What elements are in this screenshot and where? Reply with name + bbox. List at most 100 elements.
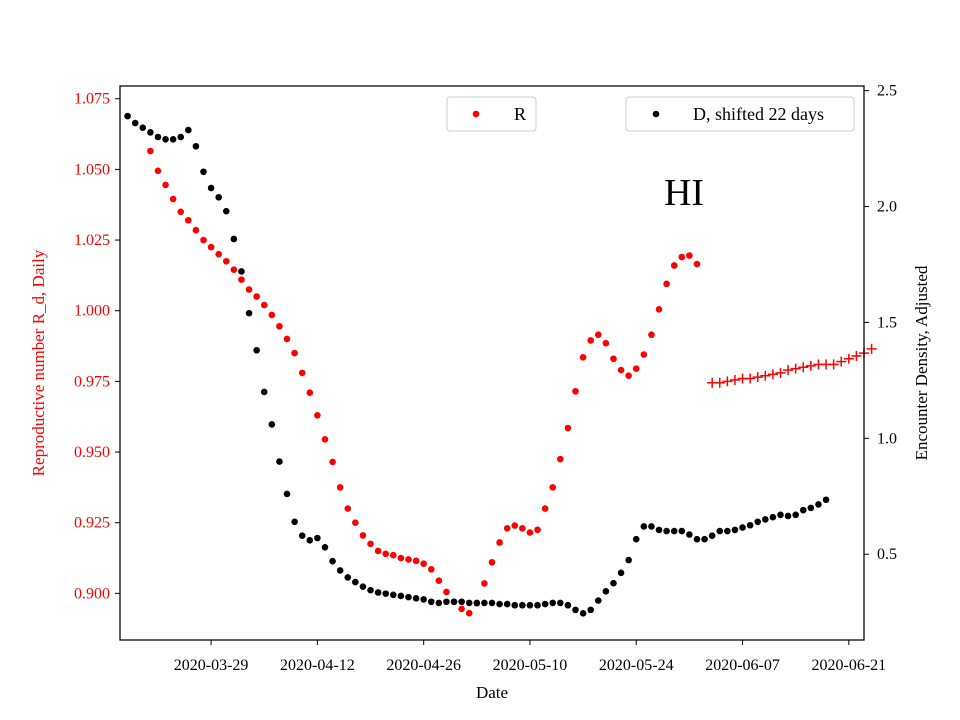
data-point: [344, 574, 352, 581]
data-point: [412, 557, 420, 565]
data-point: [670, 527, 678, 535]
series-0: [147, 147, 701, 617]
state-annotation: HI: [664, 172, 704, 214]
data-point: [655, 305, 663, 313]
data-point: [230, 235, 238, 243]
data-point: [314, 534, 321, 542]
data-point: [260, 301, 268, 309]
y-left-axis-title: Reproductive number R_d, Daily: [29, 249, 48, 476]
data-point: [222, 207, 230, 215]
data-point: [701, 535, 708, 543]
data-point: [177, 133, 185, 141]
data-point: [352, 578, 359, 586]
data-point: [405, 593, 412, 601]
data-point: [397, 592, 405, 600]
data-point: [291, 349, 298, 357]
data-point: [268, 311, 276, 319]
data-point: [427, 566, 435, 573]
data-point: [154, 167, 162, 175]
data-point: [792, 511, 799, 519]
data-point: [177, 208, 185, 216]
data-point: [283, 490, 291, 498]
data-point: [496, 600, 503, 608]
data-point: [185, 126, 192, 134]
data-point: [503, 600, 511, 608]
data-point: [625, 556, 632, 564]
series-2: [124, 112, 830, 617]
data-point: [534, 526, 541, 534]
data-point: [686, 252, 693, 259]
data-point: [245, 286, 253, 293]
data-point: [655, 526, 663, 534]
data-point: [321, 543, 329, 551]
legend-d: D, shifted 22 days: [625, 96, 855, 132]
data-point: [602, 339, 610, 347]
data-point: [298, 369, 306, 377]
data-point: [306, 537, 314, 544]
y-left-tick-label: 1.050: [74, 161, 110, 178]
data-point: [344, 505, 352, 512]
data-point: [790, 363, 801, 374]
data-point: [594, 597, 602, 604]
plot-area: [124, 112, 877, 617]
data-point: [866, 343, 877, 354]
data-point: [359, 583, 367, 590]
y-left-tick-label: 0.975: [74, 373, 110, 390]
data-point: [481, 580, 488, 587]
data-point: [549, 484, 557, 491]
data-point: [815, 501, 822, 508]
data-point: [511, 601, 519, 609]
data-point: [836, 356, 847, 367]
data-point: [799, 506, 807, 514]
data-point: [465, 599, 473, 607]
x-tick-label: 2020-06-21: [811, 657, 886, 674]
data-point: [767, 369, 778, 380]
data-point: [534, 601, 541, 609]
data-point: [798, 362, 809, 373]
data-point: [822, 496, 830, 504]
data-point: [192, 226, 200, 234]
data-point: [617, 366, 625, 374]
data-point: [762, 516, 769, 523]
data-point: [541, 505, 549, 512]
data-point: [427, 598, 435, 606]
data-point: [276, 458, 283, 465]
data-point: [564, 601, 572, 609]
legend-d-box: [625, 96, 855, 132]
data-point: [465, 609, 473, 617]
data-point: [783, 365, 794, 376]
data-point: [625, 372, 632, 380]
data-point: [519, 525, 526, 532]
y-right-tick-label: 1.5: [877, 314, 897, 331]
data-point: [230, 266, 238, 274]
data-point: [752, 372, 763, 383]
data-point: [329, 557, 336, 565]
data-point: [579, 354, 587, 361]
plot-frame: [119, 85, 865, 641]
data-point: [693, 260, 701, 268]
data-point: [238, 276, 245, 283]
data-point: [253, 346, 260, 354]
data-point: [147, 147, 154, 155]
data-point: [686, 531, 693, 538]
data-point: [557, 599, 564, 607]
data-point: [541, 600, 549, 608]
data-point: [420, 596, 427, 603]
data-point: [412, 594, 420, 602]
data-point: [359, 532, 367, 539]
data-point: [693, 535, 701, 543]
legend-r-marker: [472, 110, 480, 118]
data-point: [716, 527, 724, 535]
data-point: [526, 601, 534, 609]
data-point: [124, 112, 131, 120]
data-point: [526, 529, 534, 536]
data-point: [632, 535, 640, 543]
data-point: [382, 550, 390, 558]
data-point: [745, 373, 756, 384]
data-point: [496, 539, 503, 546]
data-point: [617, 569, 625, 577]
data-point: [769, 513, 777, 521]
x-tick-label: 2020-03-29: [174, 657, 249, 674]
legend-r: R: [446, 96, 537, 132]
data-point: [215, 193, 222, 201]
